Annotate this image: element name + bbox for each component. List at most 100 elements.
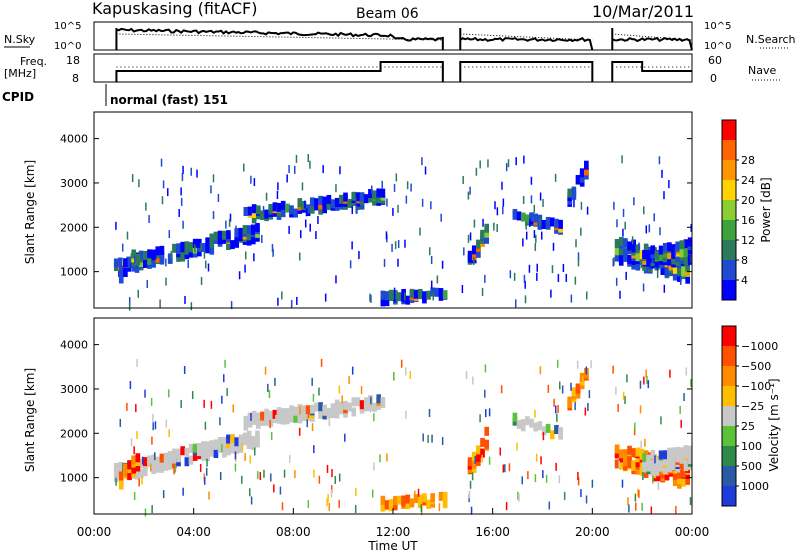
data-cell xyxy=(230,434,235,444)
data-cell xyxy=(405,410,407,419)
data-cell xyxy=(249,455,251,464)
data-cell xyxy=(638,489,640,498)
data-cell xyxy=(618,460,620,469)
data-cell xyxy=(293,208,298,218)
freq-tick-bottom: 8 xyxy=(72,72,79,85)
data-cell xyxy=(241,442,244,451)
data-cell xyxy=(192,238,198,248)
data-cell xyxy=(388,499,394,509)
data-cell xyxy=(553,398,555,407)
data-cell xyxy=(392,207,394,216)
data-cell xyxy=(540,456,542,465)
data-cell xyxy=(637,488,639,497)
data-cell xyxy=(413,494,419,504)
data-cell xyxy=(428,408,431,417)
data-cell xyxy=(131,464,137,474)
data-cell xyxy=(550,289,552,298)
data-cell xyxy=(514,299,517,308)
data-cell xyxy=(322,165,324,174)
data-cell xyxy=(313,445,315,454)
data-cell xyxy=(683,240,685,249)
data-cell xyxy=(496,223,498,232)
data-cell xyxy=(144,508,147,517)
data-cell xyxy=(545,423,551,433)
data-cell xyxy=(363,397,369,407)
data-cell xyxy=(159,463,165,473)
data-cell xyxy=(675,453,681,463)
data-cell xyxy=(255,419,261,429)
nsky-label: N.Sky xyxy=(4,33,36,46)
data-cell xyxy=(285,203,290,213)
data-cell xyxy=(476,239,481,249)
data-cell xyxy=(155,456,161,466)
data-cell xyxy=(481,454,483,463)
data-cell xyxy=(472,376,474,385)
data-cell xyxy=(265,192,268,201)
y-tick-label: 2000 xyxy=(60,427,88,440)
data-cell xyxy=(473,219,476,228)
data-cell xyxy=(659,227,661,236)
data-cell xyxy=(397,239,400,248)
x-tick-label: 08:00 xyxy=(276,525,311,539)
data-cell xyxy=(645,225,648,234)
data-cell xyxy=(322,404,328,414)
data-cell xyxy=(163,461,169,471)
colorbar-tick-label: 100 xyxy=(741,440,762,453)
data-cell xyxy=(131,174,134,183)
data-cell xyxy=(305,405,311,415)
freq-tick-top: 18 xyxy=(66,54,80,67)
data-cell xyxy=(121,243,124,252)
data-cell xyxy=(339,166,341,175)
data-cell xyxy=(422,493,427,503)
y-tick-label: 4000 xyxy=(60,133,88,146)
data-cell xyxy=(205,237,210,247)
data-cell xyxy=(420,504,423,513)
data-cell xyxy=(658,450,664,460)
colorbar-tick-label: −500 xyxy=(741,360,771,373)
data-cell xyxy=(363,402,369,412)
data-cell xyxy=(159,299,161,308)
data-cell xyxy=(646,454,651,464)
data-cell xyxy=(562,263,565,272)
data-cell xyxy=(330,199,336,209)
x-tick-label: 00:00 xyxy=(77,525,112,539)
data-cell xyxy=(551,265,554,274)
data-cell xyxy=(672,271,678,281)
data-cell xyxy=(529,418,534,428)
data-cell xyxy=(118,274,124,284)
data-cell xyxy=(235,225,237,234)
data-cell xyxy=(151,454,156,464)
data-cell xyxy=(355,192,361,202)
data-cell xyxy=(555,462,557,471)
power-frame xyxy=(93,111,693,309)
data-cell xyxy=(656,261,659,270)
data-cell xyxy=(269,420,271,429)
data-cell xyxy=(277,297,279,306)
data-cell xyxy=(347,198,352,208)
data-cell xyxy=(677,265,682,275)
data-cell xyxy=(348,375,350,384)
data-cell xyxy=(205,467,208,476)
data-cell xyxy=(683,462,689,472)
colorbar-swatch xyxy=(722,220,736,240)
data-cell xyxy=(250,412,252,421)
data-cell xyxy=(238,271,241,280)
data-cell xyxy=(658,156,661,165)
data-cell xyxy=(672,477,678,487)
colorbar-tick-label: −25 xyxy=(741,400,764,413)
data-cell xyxy=(349,260,352,269)
data-cell xyxy=(528,264,531,273)
data-cell xyxy=(558,427,563,437)
nsky-panel: N.Sky 10^5 10^0 10^5 10^0 N.Search xyxy=(4,21,796,52)
data-cell xyxy=(654,455,656,464)
data-cell xyxy=(221,395,223,404)
data-cell xyxy=(334,475,337,484)
data-cell xyxy=(204,421,207,430)
data-cell xyxy=(372,196,377,206)
nsky-series xyxy=(115,27,693,51)
data-cell xyxy=(281,502,284,511)
colorbar-swatch xyxy=(722,180,736,200)
data-cell xyxy=(555,405,557,414)
colorbar-swatch xyxy=(722,426,736,446)
data-cell xyxy=(115,221,117,230)
